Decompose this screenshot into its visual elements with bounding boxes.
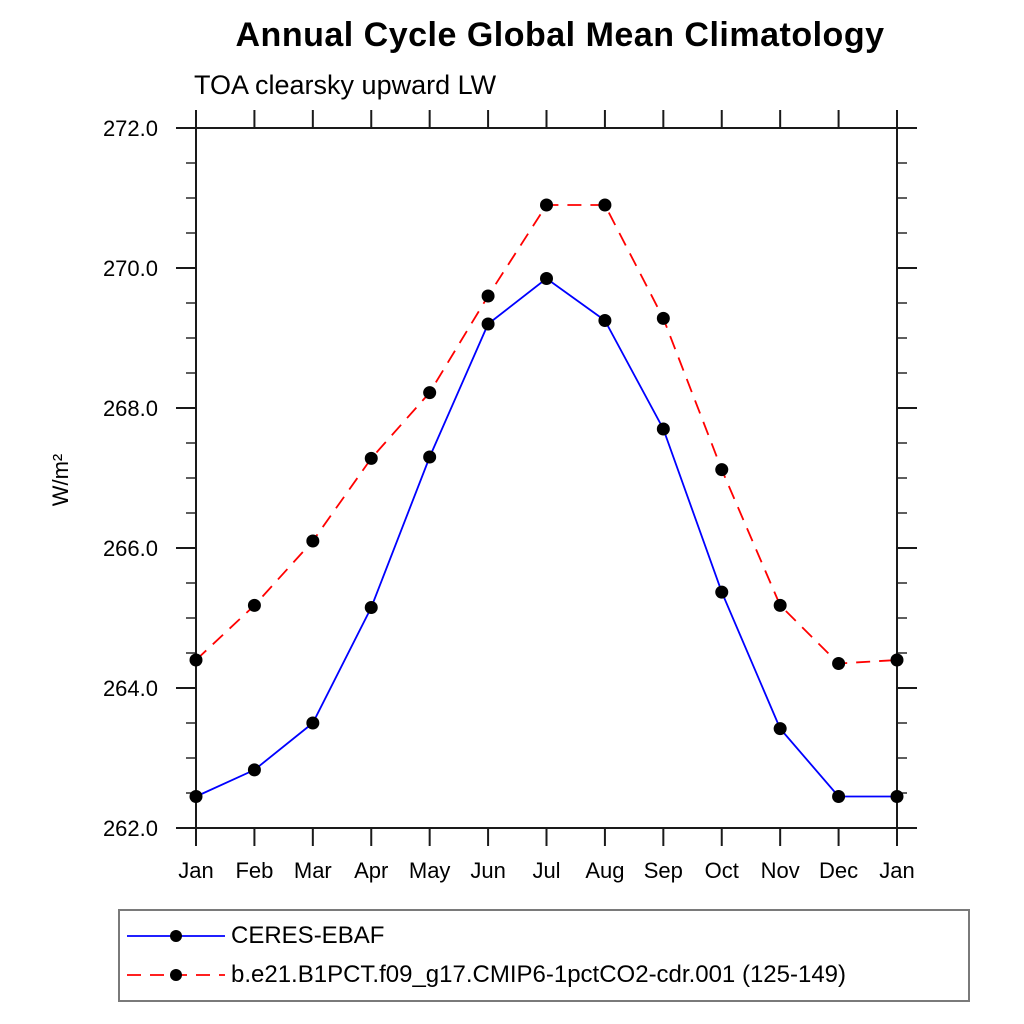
- x-tick-label: Nov: [761, 858, 800, 883]
- x-tick-label: Oct: [705, 858, 739, 883]
- x-tick-label: Aug: [585, 858, 624, 883]
- x-tick-label: Jul: [532, 858, 560, 883]
- data-point-marker: [598, 198, 612, 212]
- data-point-marker: [832, 657, 846, 670]
- y-tick-label: 262.0: [103, 816, 158, 841]
- legend-item-ceres-ebaf: CERES-EBAF: [125, 921, 968, 951]
- data-point-marker: [306, 534, 320, 548]
- data-point-marker: [598, 314, 612, 327]
- data-point-marker: [656, 422, 670, 436]
- legend-item-model: b.e21.B1PCT.f09_g17.CMIP6-1pctCO2-cdr.00…: [125, 960, 968, 990]
- y-tick-label: 272.0: [103, 116, 158, 141]
- data-point-marker: [189, 790, 203, 803]
- x-tick-label: Apr: [354, 858, 388, 883]
- data-point-marker: [481, 317, 495, 331]
- data-point-marker: [715, 463, 729, 477]
- x-tick-label: Sep: [644, 858, 683, 883]
- chart-title: Annual Cycle Global Mean Climatology: [235, 16, 885, 54]
- series-line: [195, 277, 897, 798]
- data-point-marker: [189, 653, 203, 667]
- data-point-marker: [247, 598, 261, 612]
- x-tick-label: Jan: [879, 858, 914, 883]
- legend-label: CERES-EBAF: [231, 921, 385, 949]
- data-point-marker: [423, 450, 437, 464]
- legend: CERES-EBAF b.e21.B1PCT.f09_g17.CMIP6-1pc…: [118, 909, 970, 1002]
- x-tick-label: Feb: [235, 858, 273, 883]
- data-point-marker: [364, 451, 378, 465]
- y-tick-label: 264.0: [103, 676, 158, 701]
- data-point-marker: [306, 716, 320, 730]
- data-point-marker: [540, 272, 553, 285]
- y-tick-label: 268.0: [103, 396, 158, 421]
- data-point-marker: [247, 763, 261, 777]
- data-point-marker: [773, 598, 787, 612]
- x-tick-label: Dec: [819, 858, 858, 883]
- data-point-marker: [890, 790, 904, 803]
- y-tick-label: 266.0: [103, 536, 158, 561]
- data-point-marker: [773, 722, 787, 736]
- data-point-marker: [481, 289, 495, 303]
- data-point-marker: [715, 585, 729, 599]
- x-tick-label: May: [409, 858, 451, 883]
- data-point-marker: [890, 653, 904, 667]
- legend-label: b.e21.B1PCT.f09_g17.CMIP6-1pctCO2-cdr.00…: [231, 961, 847, 989]
- x-tick-label: Jan: [178, 858, 213, 883]
- y-tick-label: 270.0: [103, 256, 158, 281]
- data-point-marker: [423, 386, 437, 400]
- x-tick-label: Jun: [470, 858, 505, 883]
- data-point-marker: [364, 601, 378, 614]
- data-point-marker: [656, 311, 670, 325]
- dashed-line-marker-icon: [127, 969, 225, 982]
- data-point-marker: [540, 198, 553, 212]
- x-tick-label: Mar: [294, 858, 332, 883]
- data-point-marker: [832, 790, 846, 803]
- solid-line-marker-icon: [127, 929, 225, 942]
- chart-subtitle: TOA clearsky upward LW: [194, 70, 497, 100]
